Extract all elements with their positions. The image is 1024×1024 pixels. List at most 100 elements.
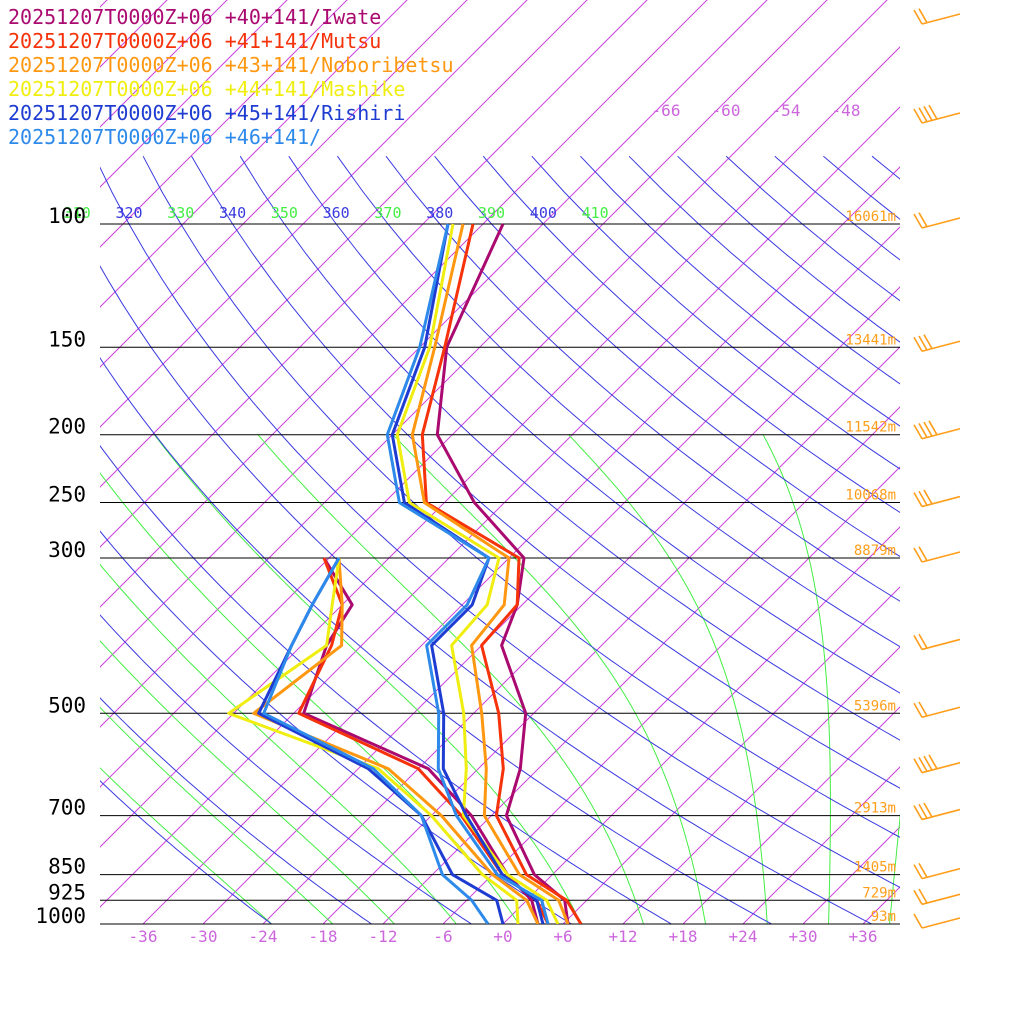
dry-adiabat-line (100, 265, 873, 924)
wind-barb-flag (918, 862, 928, 878)
height-label: 10068m (845, 488, 896, 504)
wind-barb-flag (913, 108, 923, 124)
legend-entry: 20251207T0000Z+06 +40+141/Iwate (8, 5, 381, 29)
wind-barb-flag (913, 336, 923, 352)
theta-label: 330 (167, 204, 194, 222)
wind-barb-flag (913, 424, 923, 440)
dry-adiabat-line (677, 155, 900, 343)
wind-barb-flag (918, 701, 928, 717)
temperature-tick: -6 (433, 927, 452, 946)
dry-adiabat-line (100, 357, 773, 924)
moist-adiabat-line (100, 706, 334, 924)
wind-barb-flag (928, 754, 938, 770)
wind-barb (913, 913, 961, 929)
wind-barb-staff (921, 340, 961, 353)
wind-barb-flag (923, 334, 933, 350)
legend-entry: 20251207T0000Z+06 +43+141/Noboribetsu (8, 53, 454, 77)
wind-barb-staff (921, 638, 961, 651)
theta-label: 410 (582, 204, 609, 222)
temperature-profile-line (420, 223, 583, 924)
theta-label: 380 (426, 204, 453, 222)
dry-adiabat-line (482, 155, 900, 514)
temperature-tick: -30 (189, 927, 218, 946)
wind-barb-staff (921, 808, 961, 821)
temperature-tick: +18 (669, 927, 698, 946)
wind-barb-flag (923, 755, 933, 771)
temperature-tick: +36 (849, 927, 878, 946)
theta-label: 310 (64, 204, 91, 222)
wind-barb (913, 420, 961, 440)
isotherm-line (100, 46, 900, 848)
isotherm-line (100, 0, 588, 488)
wind-barb-flag (918, 490, 928, 506)
height-label: 11542m (845, 420, 896, 436)
isotherm-line (622, 646, 900, 924)
pressure-label: 250 (48, 483, 86, 507)
wind-barb-flag (923, 106, 933, 121)
height-label: 2913m (854, 801, 896, 817)
wind-barb-flag (918, 423, 928, 438)
moist-adiabat-grid (100, 434, 900, 924)
wind-barb-flag (913, 805, 923, 820)
wind-barb-flag (923, 802, 933, 818)
legend-entry: 20251207T0000Z+06 +44+141/Mashike (8, 77, 405, 101)
dry-adiabat-line (100, 697, 373, 924)
pressure-label: 200 (48, 415, 86, 439)
pressure-label: 700 (48, 796, 86, 820)
wind-barb-staff (921, 706, 961, 719)
temperature-profile-line (390, 223, 545, 924)
isotherm-line (322, 346, 900, 924)
wind-barb-flag (918, 107, 928, 123)
wind-barb-flag (923, 421, 933, 437)
wind-barb-flag (913, 9, 923, 25)
isotherm-line (100, 0, 828, 728)
wind-barb (913, 701, 961, 719)
wind-barb (913, 633, 961, 651)
temperature-profile-line (435, 223, 570, 924)
theta-label: 370 (374, 204, 401, 222)
height-label: 13441m (845, 332, 896, 348)
temperature-profile-line (395, 223, 560, 924)
wind-barb-staff (921, 112, 961, 124)
wind-barb (913, 8, 961, 25)
pressure-label: 1000 (35, 904, 86, 928)
height-labels: 16061m 13441m 11542m 10068m 8879m 5396m 2913m 1… (845, 209, 896, 925)
isotherm-line (382, 406, 900, 924)
temperature-tick: -36 (129, 927, 158, 946)
dewpoint-profile-line (227, 557, 520, 924)
wind-barb-flag (918, 633, 928, 649)
wind-barb-flag (913, 758, 923, 774)
isotherm-line (262, 286, 900, 924)
isotherm-line (100, 0, 768, 668)
pressure-label: 100 (48, 204, 86, 228)
moist-adiabat-line (100, 472, 520, 924)
wind-barb-staff (921, 217, 961, 229)
wind-barb (913, 802, 961, 821)
wind-barb-staff (921, 917, 961, 929)
legend-entry: 20251207T0000Z+06 +45+141/Rishiri (8, 101, 405, 125)
moist-adiabat-line (100, 640, 396, 924)
height-label: 729m (862, 885, 896, 901)
height-label: 1405m (854, 860, 896, 876)
isotherm-line (100, 106, 900, 908)
upper-temperature-label: -48 (832, 101, 861, 120)
isotherm-line (202, 226, 900, 924)
wind-barb-flag (918, 888, 928, 904)
temperature-tick: +0 (493, 927, 512, 946)
isotherm-line (862, 886, 900, 924)
wind-barb-flag (913, 864, 923, 879)
isotherm-line (142, 166, 900, 924)
temperature-tick: +30 (789, 927, 818, 946)
theta-label: 390 (478, 204, 505, 222)
wind-barb-staff (921, 867, 961, 880)
theta-labels: 310 320 330 340 350 360 370 380 390 400 410 (64, 204, 609, 222)
dry-adiabat-line (100, 614, 473, 924)
dry-adiabat-line (100, 166, 900, 889)
wind-barb-flag (928, 420, 938, 436)
upper-temperature-label: -54 (772, 101, 801, 120)
legend: 20251207T0000Z+06 +40+141/Iwate 20251207T… (8, 5, 454, 149)
wind-barb-flag (913, 889, 923, 905)
wind-barb (913, 546, 961, 563)
